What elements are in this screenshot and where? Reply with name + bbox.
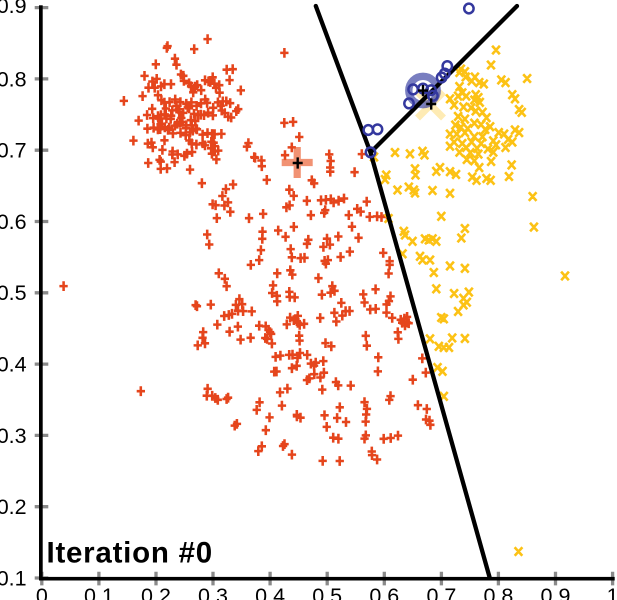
svg-text:0.9: 0.9 [0,0,27,18]
svg-text:0.5: 0.5 [0,281,27,305]
svg-text:0.5: 0.5 [312,584,342,600]
svg-text:1: 1 [607,584,617,600]
svg-text:0.6: 0.6 [0,210,27,234]
svg-text:0.1: 0.1 [0,566,27,590]
svg-text:0.9: 0.9 [541,584,571,600]
svg-text:Iteration #0: Iteration #0 [47,537,213,570]
svg-text:0.1: 0.1 [84,584,114,600]
svg-text:0.3: 0.3 [0,424,27,448]
svg-text:0.3: 0.3 [198,584,228,600]
svg-text:0.6: 0.6 [369,584,399,600]
svg-text:0.4: 0.4 [255,584,285,600]
svg-text:0.2: 0.2 [141,584,171,600]
svg-text:0.8: 0.8 [483,584,513,600]
svg-text:0.7: 0.7 [426,584,456,600]
svg-text:0.8: 0.8 [0,67,27,91]
svg-text:0.7: 0.7 [0,139,27,163]
svg-text:0: 0 [36,584,48,600]
svg-text:0.2: 0.2 [0,495,27,519]
svg-text:0.4: 0.4 [0,353,27,377]
